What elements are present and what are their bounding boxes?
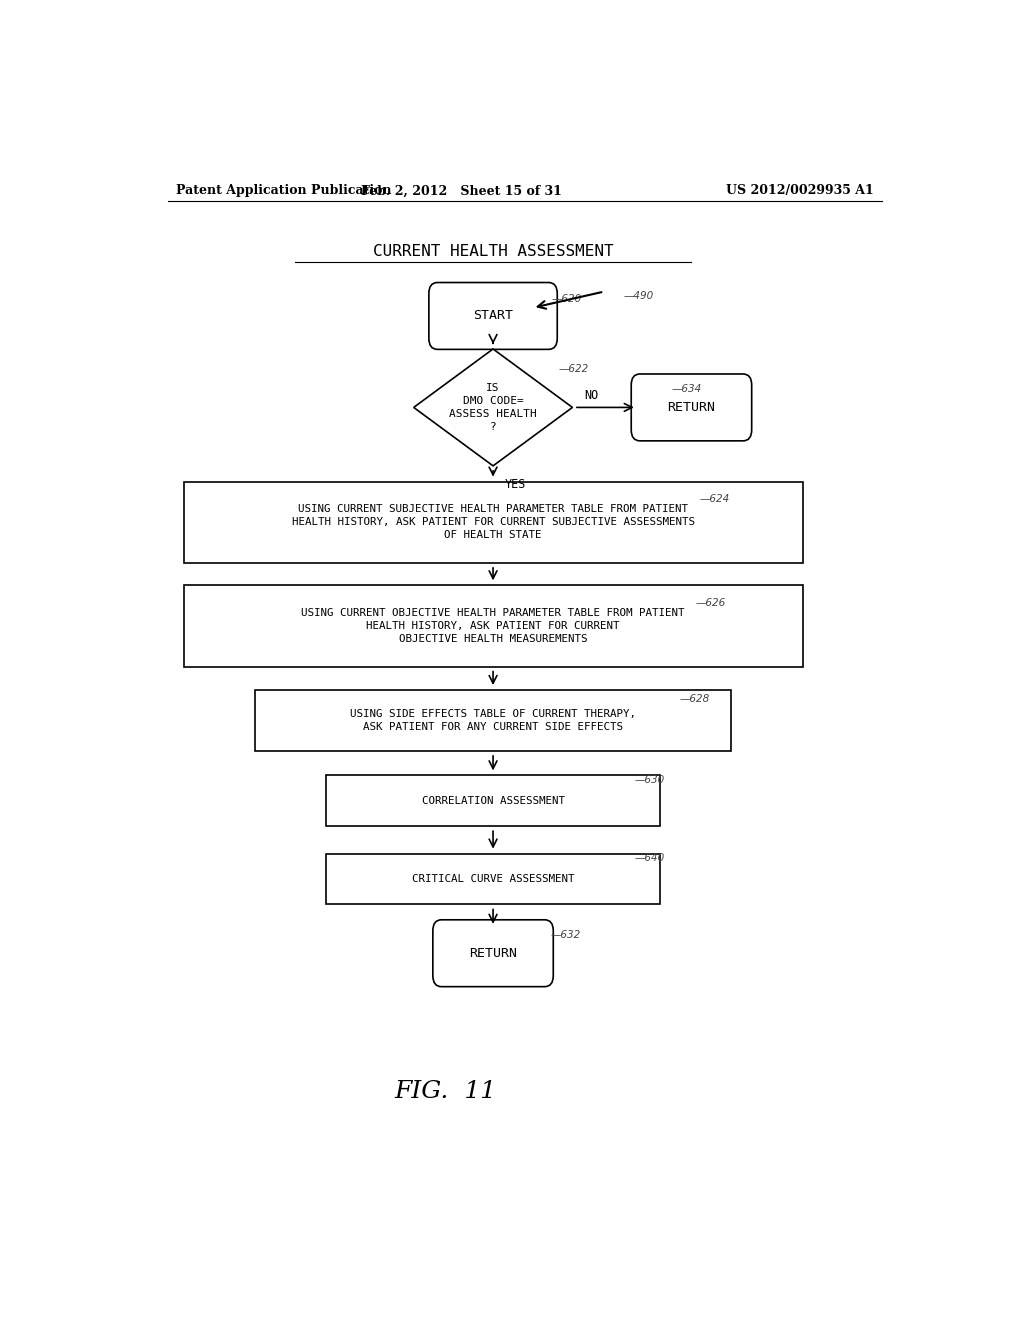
Bar (327, 775, 659, 826)
Text: US 2012/0029935 A1: US 2012/0029935 A1 (726, 185, 873, 198)
Text: —630: —630 (634, 775, 665, 785)
Text: —632: —632 (551, 929, 582, 940)
Text: CORRELATION ASSESSMENT: CORRELATION ASSESSMENT (422, 796, 564, 805)
Text: RETURN: RETURN (469, 946, 517, 960)
Text: CRITICAL CURVE ASSESSMENT: CRITICAL CURVE ASSESSMENT (412, 874, 574, 884)
Text: —634: —634 (672, 384, 701, 395)
Text: —626: —626 (695, 598, 726, 607)
Text: —624: —624 (699, 494, 730, 504)
Text: FIG.  11: FIG. 11 (394, 1080, 497, 1104)
Bar (183, 585, 803, 667)
Text: —490: —490 (624, 290, 654, 301)
Text: RETURN: RETURN (668, 401, 716, 414)
Text: Feb. 2, 2012   Sheet 15 of 31: Feb. 2, 2012 Sheet 15 of 31 (360, 185, 562, 198)
Text: CURRENT HEALTH ASSESSMENT: CURRENT HEALTH ASSESSMENT (373, 244, 613, 260)
Text: YES: YES (505, 478, 526, 491)
Text: USING CURRENT SUBJECTIVE HEALTH PARAMETER TABLE FROM PATIENT
HEALTH HISTORY, ASK: USING CURRENT SUBJECTIVE HEALTH PARAMETE… (292, 504, 694, 540)
FancyBboxPatch shape (429, 282, 557, 350)
Text: —628: —628 (680, 694, 710, 704)
Text: START: START (473, 309, 513, 322)
Text: USING CURRENT OBJECTIVE HEALTH PARAMETER TABLE FROM PATIENT
HEALTH HISTORY, ASK : USING CURRENT OBJECTIVE HEALTH PARAMETER… (301, 607, 685, 644)
Bar (183, 482, 803, 562)
Text: —622: —622 (559, 364, 589, 374)
FancyBboxPatch shape (631, 374, 752, 441)
Text: Patent Application Publication: Patent Application Publication (176, 185, 391, 198)
FancyBboxPatch shape (433, 920, 553, 986)
Text: NO: NO (585, 388, 599, 401)
Text: —620: —620 (552, 293, 582, 304)
Bar (327, 854, 659, 904)
Text: —640: —640 (634, 853, 665, 863)
Bar (255, 690, 731, 751)
Polygon shape (414, 348, 572, 466)
Text: IS
DMO CODE=
ASSESS HEALTH
?: IS DMO CODE= ASSESS HEALTH ? (450, 383, 537, 432)
Text: USING SIDE EFFECTS TABLE OF CURRENT THERAPY,
ASK PATIENT FOR ANY CURRENT SIDE EF: USING SIDE EFFECTS TABLE OF CURRENT THER… (350, 709, 636, 733)
